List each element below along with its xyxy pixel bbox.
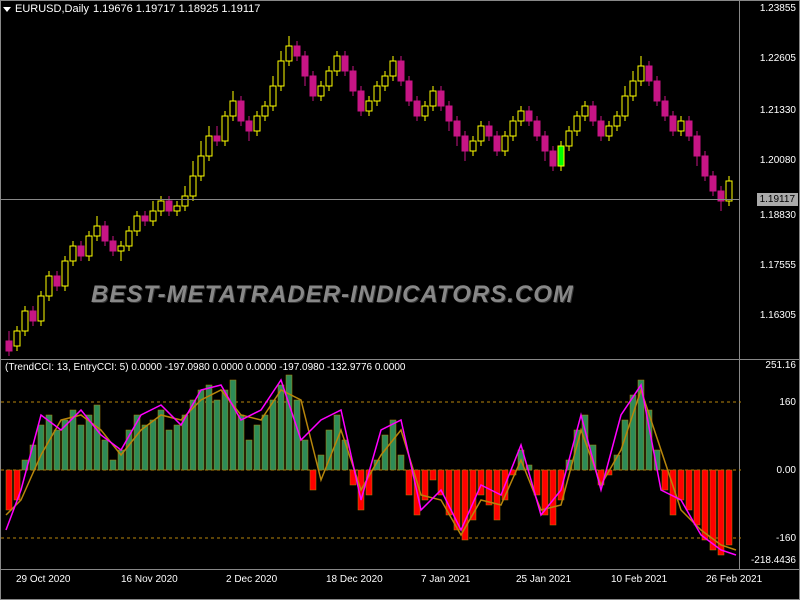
date-tick: 29 Oct 2020 [16,574,70,585]
indicator-svg [1,360,741,570]
price-tick: 1.17555 [760,260,796,271]
price-tick: 1.22605 [760,53,796,64]
indicator-tick: -218.4436 [751,555,796,566]
chart-title[interactable]: EURUSD,Daily 1.19676 1.19717 1.18925 1.1… [3,3,260,15]
date-tick: 2 Dec 2020 [226,574,277,585]
price-tick: 1.16305 [760,310,796,321]
date-tick: 7 Jan 2021 [421,574,471,585]
date-tick: 26 Feb 2021 [706,574,762,585]
price-tick: 1.18830 [760,210,796,221]
date-tick: 25 Jan 2021 [516,574,571,585]
dropdown-icon[interactable] [3,7,11,12]
indicator-panel[interactable]: (TrendCCI: 13, EntryCCI: 5) 0.0000 -197.… [0,360,740,570]
price-tick: 1.20080 [760,155,796,166]
main-price-chart[interactable]: EURUSD,Daily 1.19676 1.19717 1.18925 1.1… [0,0,740,360]
time-axis: 29 Oct 2020 16 Nov 2020 2 Dec 2020 18 Dec 2… [0,570,800,600]
indicator-axis: 251.16 160 0.00 -160 -218.4436 [740,360,800,570]
ohlc-label: 1.19676 1.19717 1.18925 1.19117 [93,3,260,15]
indicator-tick: 160 [779,397,796,408]
price-axis: 1.23855 1.22605 1.21330 1.20080 1.19117 1.188… [740,0,800,360]
symbol-label: EURUSD,Daily [15,3,89,15]
current-price-line [1,199,739,200]
date-tick: 18 Dec 2020 [326,574,383,585]
price-tick: 1.21330 [760,105,796,116]
price-tick: 1.23855 [760,3,796,14]
indicator-tick: 0.00 [777,465,796,476]
indicator-title: (TrendCCI: 13, EntryCCI: 5) 0.0000 -197.… [5,362,405,373]
indicator-tick: -160 [776,533,796,544]
date-tick: 16 Nov 2020 [121,574,178,585]
date-tick: 10 Feb 2021 [611,574,667,585]
watermark-text: BEST-METATRADER-INDICATORS.COM [91,281,574,309]
indicator-tick: 251.16 [765,360,796,371]
chart-container: EURUSD,Daily 1.19676 1.19717 1.18925 1.1… [0,0,800,600]
price-tick: 1.19117 [757,193,798,206]
